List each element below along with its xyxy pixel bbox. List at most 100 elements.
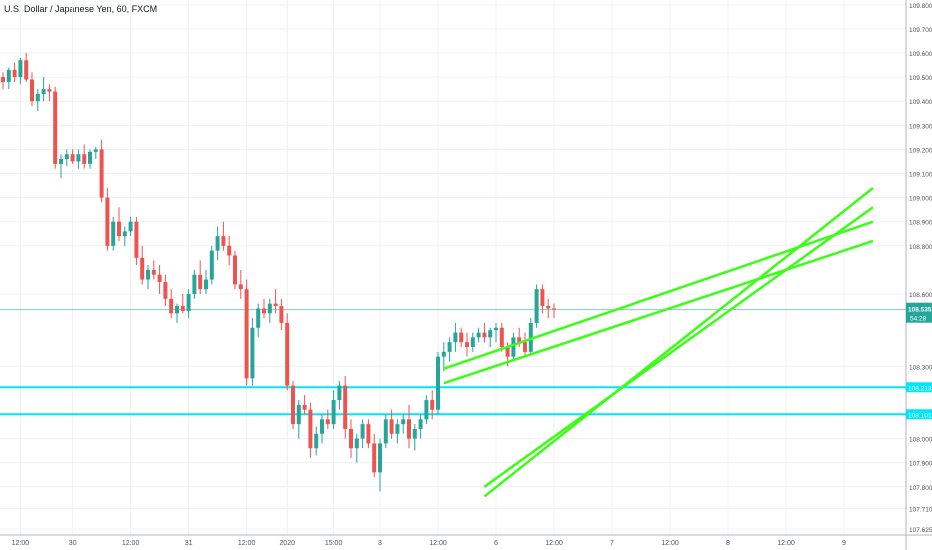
- candle-body[interactable]: [244, 289, 249, 379]
- candle-body[interactable]: [354, 438, 359, 449]
- candle-body[interactable]: [122, 231, 127, 237]
- candle-body[interactable]: [233, 255, 237, 285]
- trend-line[interactable]: [443, 220, 874, 370]
- candle-body[interactable]: [47, 89, 52, 92]
- candle-body[interactable]: [505, 347, 510, 357]
- candle-body[interactable]: [186, 294, 191, 311]
- candle-body[interactable]: [412, 428, 417, 439]
- trend-line[interactable]: [483, 206, 874, 488]
- candle-body[interactable]: [18, 60, 23, 78]
- candle-body[interactable]: [163, 281, 168, 299]
- candle-body[interactable]: [395, 424, 400, 434]
- candle-body[interactable]: [424, 400, 429, 420]
- candle-body[interactable]: [59, 159, 63, 164]
- trend-line[interactable]: [483, 186, 874, 498]
- candle-body[interactable]: [302, 404, 307, 410]
- candle-body[interactable]: [430, 400, 435, 410]
- candle-body[interactable]: [30, 79, 34, 102]
- candle-body[interactable]: [175, 306, 179, 314]
- candle-body[interactable]: [41, 89, 46, 94]
- candle-body[interactable]: [378, 443, 382, 473]
- trend-line[interactable]: [443, 239, 874, 385]
- candle-body[interactable]: [349, 428, 353, 449]
- candle-body[interactable]: [285, 322, 290, 386]
- candle-body[interactable]: [180, 306, 185, 311]
- candle-body[interactable]: [407, 419, 411, 439]
- candle-body[interactable]: [267, 303, 272, 314]
- candle-body[interactable]: [262, 308, 266, 314]
- candle-body[interactable]: [24, 60, 29, 80]
- candle-body[interactable]: [140, 257, 145, 280]
- candle-body[interactable]: [6, 69, 11, 82]
- candle-body[interactable]: [169, 298, 174, 314]
- candle-body[interactable]: [494, 327, 498, 331]
- candle-body[interactable]: [256, 308, 261, 328]
- candle-body[interactable]: [88, 151, 92, 164]
- candle-body[interactable]: [238, 284, 243, 290]
- candle-body[interactable]: [70, 154, 75, 162]
- candle-body[interactable]: [221, 236, 226, 246]
- candle-body[interactable]: [383, 419, 388, 444]
- candle-body[interactable]: [291, 385, 295, 425]
- candle-body[interactable]: [111, 221, 116, 246]
- candle-body[interactable]: [331, 400, 336, 425]
- candle-body[interactable]: [227, 245, 232, 256]
- candle-body[interactable]: [93, 149, 98, 152]
- candle-body[interactable]: [279, 306, 284, 323]
- candle-body[interactable]: [1, 77, 5, 82]
- candle-body[interactable]: [482, 332, 487, 338]
- candle-body[interactable]: [534, 289, 539, 323]
- candle-body[interactable]: [401, 419, 406, 425]
- candle-body[interactable]: [453, 332, 458, 343]
- candle-body[interactable]: [151, 269, 156, 275]
- candle-body[interactable]: [441, 351, 446, 357]
- candle-body[interactable]: [523, 342, 527, 352]
- candle-body[interactable]: [470, 337, 475, 348]
- candle-body[interactable]: [436, 356, 440, 410]
- candle-body[interactable]: [192, 274, 197, 295]
- candle-body[interactable]: [360, 424, 365, 439]
- candle-body[interactable]: [465, 342, 469, 348]
- candle-body[interactable]: [105, 197, 110, 246]
- candle-body[interactable]: [476, 332, 481, 338]
- candle-body[interactable]: [296, 404, 301, 425]
- candle-body[interactable]: [528, 322, 533, 352]
- candle-body[interactable]: [204, 279, 208, 290]
- candle-body[interactable]: [134, 221, 139, 258]
- candle-body[interactable]: [99, 149, 104, 198]
- candle-body[interactable]: [308, 409, 313, 449]
- candle-body[interactable]: [76, 154, 81, 162]
- candle-body[interactable]: [447, 342, 452, 352]
- candle-body[interactable]: [389, 419, 394, 434]
- candle-body[interactable]: [320, 419, 324, 434]
- candle-body[interactable]: [511, 337, 516, 357]
- candle-body[interactable]: [35, 93, 40, 102]
- candle-body[interactable]: [325, 419, 330, 425]
- candle-body[interactable]: [64, 154, 69, 160]
- candle-body[interactable]: [82, 154, 87, 164]
- candle-body[interactable]: [418, 419, 423, 429]
- candle-body[interactable]: [517, 337, 522, 343]
- candle-body[interactable]: [372, 443, 377, 473]
- candle-body[interactable]: [273, 303, 278, 307]
- candle-body[interactable]: [540, 289, 545, 307]
- candle-body[interactable]: [499, 327, 504, 348]
- candle-body[interactable]: [366, 424, 371, 444]
- candle-body[interactable]: [198, 274, 203, 290]
- candle-body[interactable]: [337, 385, 342, 401]
- candle-body[interactable]: [12, 69, 17, 78]
- candle-body[interactable]: [53, 91, 58, 164]
- candle-body[interactable]: [146, 269, 150, 280]
- candle-body[interactable]: [128, 221, 133, 232]
- candle-body[interactable]: [215, 236, 220, 251]
- candle-body[interactable]: [488, 330, 493, 338]
- candle-body[interactable]: [157, 274, 162, 282]
- candle-body[interactable]: [546, 306, 551, 309]
- candle-body[interactable]: [459, 332, 464, 343]
- candle-body[interactable]: [343, 385, 348, 429]
- candle-body[interactable]: [250, 327, 255, 379]
- candle-body[interactable]: [117, 221, 121, 237]
- candle-body[interactable]: [552, 308, 556, 310]
- candle-body[interactable]: [314, 433, 319, 449]
